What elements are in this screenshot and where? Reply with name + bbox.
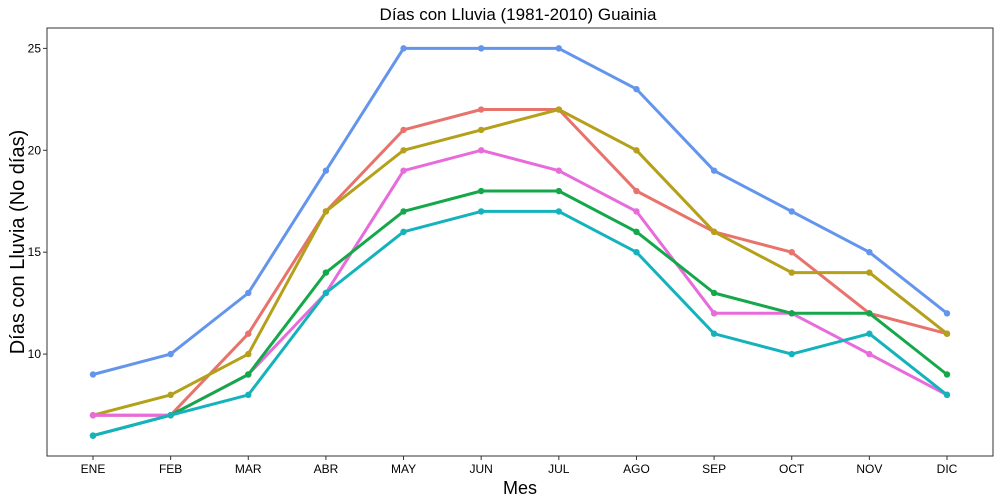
- data-point: [89, 371, 97, 378]
- data-point: [633, 248, 640, 256]
- series-5: [89, 187, 951, 439]
- data-point: [866, 310, 873, 317]
- series-line: [91, 108, 949, 417]
- data-point: [322, 208, 330, 215]
- data-point: [400, 228, 407, 236]
- x-tick-label: SEP: [702, 462, 726, 476]
- x-axis-title: Mes: [503, 478, 537, 498]
- data-point: [245, 371, 252, 378]
- data-point: [788, 350, 795, 358]
- data-point: [710, 310, 718, 317]
- data-point: [477, 208, 485, 215]
- data-point: [943, 371, 951, 378]
- data-point: [400, 167, 407, 174]
- data-point: [866, 248, 873, 256]
- series-1: [89, 45, 951, 378]
- data-point: [555, 45, 563, 52]
- data-point: [633, 208, 640, 215]
- data-point: [943, 310, 951, 317]
- data-point: [555, 187, 563, 195]
- y-axis-title: Días con Lluvia (No días): [7, 130, 29, 355]
- data-point: [245, 391, 252, 399]
- data-point: [633, 85, 640, 93]
- series-line: [91, 108, 949, 417]
- data-point: [89, 412, 97, 419]
- data-point: [710, 289, 718, 297]
- data-point: [322, 289, 330, 297]
- y-tick-label: 25: [28, 41, 42, 55]
- x-tick-label: FEB: [159, 462, 182, 476]
- data-point: [477, 147, 485, 154]
- data-point: [710, 228, 718, 236]
- data-point: [167, 391, 174, 399]
- x-tick-label: OCT: [779, 462, 805, 476]
- x-tick-label: MAY: [391, 462, 416, 476]
- series-6: [89, 208, 951, 439]
- data-point: [322, 167, 330, 174]
- x-tick-label: AGO: [623, 462, 650, 476]
- data-point: [245, 330, 252, 337]
- data-point: [633, 187, 640, 195]
- data-point: [400, 147, 407, 154]
- data-point: [633, 228, 640, 236]
- y-axis: 10 15 20 25: [28, 41, 47, 361]
- data-point: [555, 208, 563, 215]
- data-point: [866, 350, 873, 358]
- data-point: [477, 45, 485, 52]
- x-tick-label: JUL: [548, 462, 570, 476]
- x-tick-label: NOV: [856, 462, 882, 476]
- data-point: [866, 269, 873, 276]
- x-tick-label: MAR: [235, 462, 262, 476]
- data-point: [866, 330, 873, 337]
- x-tick-label: DIC: [937, 462, 958, 476]
- data-point: [167, 350, 174, 358]
- data-point: [710, 330, 718, 337]
- series-layer: [89, 45, 951, 439]
- data-point: [477, 106, 485, 113]
- data-point: [89, 432, 97, 439]
- data-point: [788, 310, 795, 317]
- data-point: [167, 412, 174, 419]
- data-point: [788, 208, 795, 215]
- series-line: [91, 46, 949, 376]
- data-point: [555, 167, 563, 174]
- plot-panel: [46, 27, 994, 457]
- data-point: [400, 208, 407, 215]
- series-line: [91, 189, 949, 438]
- data-point: [322, 269, 330, 276]
- x-tick-label: ABR: [314, 462, 339, 476]
- x-axis: ENE FEB MAR ABR MAY JUN JUL AGO SEP OCT NOV DIC: [81, 456, 958, 476]
- data-point: [245, 350, 252, 358]
- data-point: [477, 126, 485, 134]
- data-point: [633, 147, 640, 154]
- data-point: [555, 106, 563, 113]
- data-point: [710, 167, 718, 174]
- x-tick-label: ENE: [81, 462, 106, 476]
- data-point: [788, 269, 795, 276]
- chart-title: Días con Lluvia (1981-2010) Guainia: [380, 5, 657, 24]
- series-line: [91, 209, 949, 438]
- data-point: [943, 391, 951, 399]
- data-point: [943, 330, 951, 337]
- y-tick-label: 15: [28, 245, 42, 259]
- x-tick-label: JUN: [470, 462, 493, 476]
- data-point: [245, 289, 252, 297]
- data-point: [477, 187, 485, 195]
- data-point: [788, 248, 795, 256]
- data-point: [400, 126, 407, 134]
- y-tick-label: 20: [28, 143, 42, 157]
- data-point: [400, 45, 407, 52]
- y-tick-label: 10: [28, 347, 42, 361]
